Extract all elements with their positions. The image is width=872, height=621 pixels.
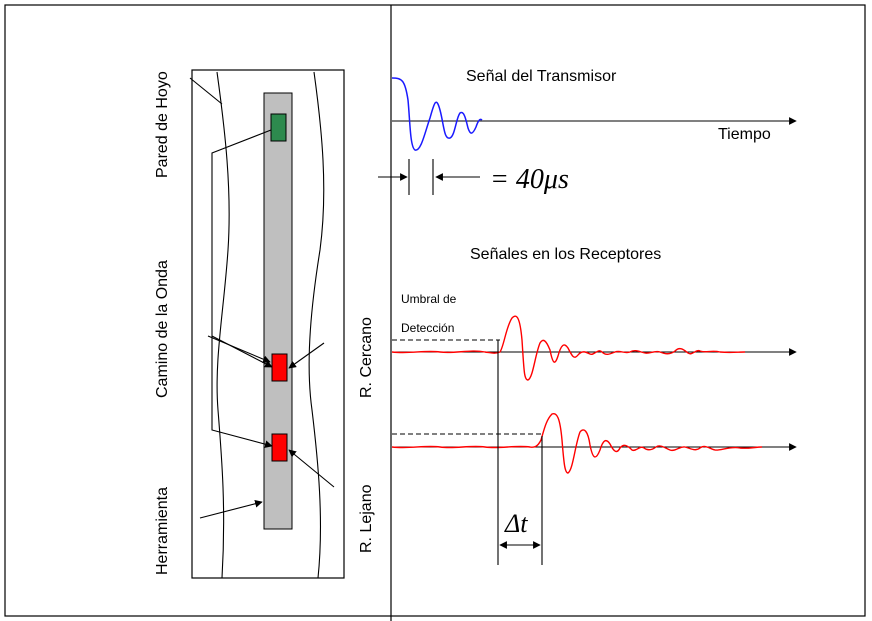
label-camino-de-la-onda: Camino de la Onda (154, 260, 171, 398)
outer-frame (4, 4, 866, 617)
wave-path-near (211, 129, 273, 368)
arrow-wall-label (189, 77, 223, 105)
arrow-near-receiver-right (288, 342, 325, 369)
label-delta-t: Δt (504, 509, 528, 538)
transmitter (270, 113, 287, 142)
arrow-wave-path-label (207, 335, 271, 363)
label-tiempo: Tiempo (718, 126, 771, 143)
wave-path-far (211, 336, 273, 448)
label-r-lejano: R. Lejano (358, 484, 375, 553)
title-receiver-signals: Señales en los Receptores (470, 246, 661, 263)
label-deteccion: Detección (401, 321, 454, 335)
title-transmitter-signal: Señal del Transmisor (466, 68, 617, 85)
arrow-far-receiver-right (288, 449, 335, 488)
receiver-far (271, 433, 288, 462)
label-r-cercano: R. Cercano (358, 317, 375, 398)
transmitter-signal-curve (391, 77, 483, 151)
tool-body (263, 92, 293, 530)
receiver-near (271, 353, 288, 382)
far-receiver-signal-curve (391, 412, 763, 474)
label-pared-de-hoyo: Pared de Hoyo (154, 71, 171, 178)
borehole-wall-left (216, 71, 230, 579)
label-period-40us: = 40μs (490, 164, 569, 195)
borehole-wall-right (308, 71, 325, 579)
label-herramienta: Herramienta (154, 487, 171, 575)
near-receiver-signal-curve (391, 315, 746, 381)
arrow-tool-label (199, 500, 263, 519)
label-umbral-de: Umbral de (401, 292, 457, 306)
